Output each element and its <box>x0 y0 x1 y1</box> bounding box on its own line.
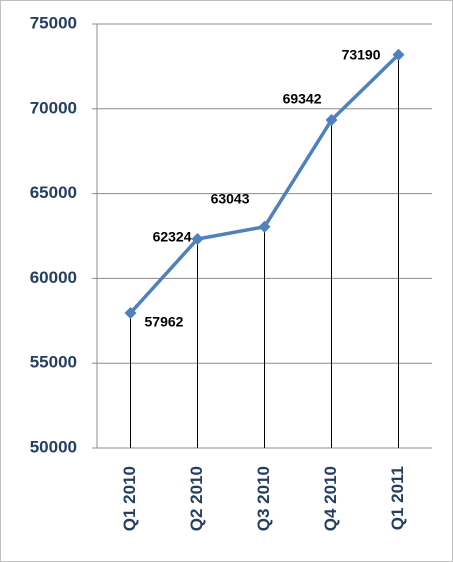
marker <box>392 48 405 61</box>
x-tick-label: Q1 2010 <box>120 466 139 531</box>
x-tick-label: Q1 2011 <box>388 466 407 530</box>
data-label: 73190 <box>342 46 381 62</box>
data-label: 57962 <box>145 314 184 330</box>
y-tick-label: 60000 <box>30 268 77 287</box>
marker <box>258 220 271 233</box>
y-tick-label: 55000 <box>30 353 77 372</box>
y-tick-label: 75000 <box>30 13 77 32</box>
y-tick-label: 70000 <box>30 98 77 117</box>
x-tick-label: Q2 2010 <box>187 466 206 531</box>
y-tick-label: 50000 <box>30 437 77 456</box>
data-label: 69342 <box>283 91 322 107</box>
marker <box>124 306 137 319</box>
x-tick-label: Q3 2010 <box>254 466 273 531</box>
data-label: 63043 <box>211 190 250 206</box>
x-tick-label: Q4 2010 <box>321 466 340 531</box>
marker <box>191 232 204 245</box>
marker <box>325 113 338 126</box>
y-tick-label: 65000 <box>30 183 77 202</box>
data-label: 62324 <box>153 229 192 245</box>
